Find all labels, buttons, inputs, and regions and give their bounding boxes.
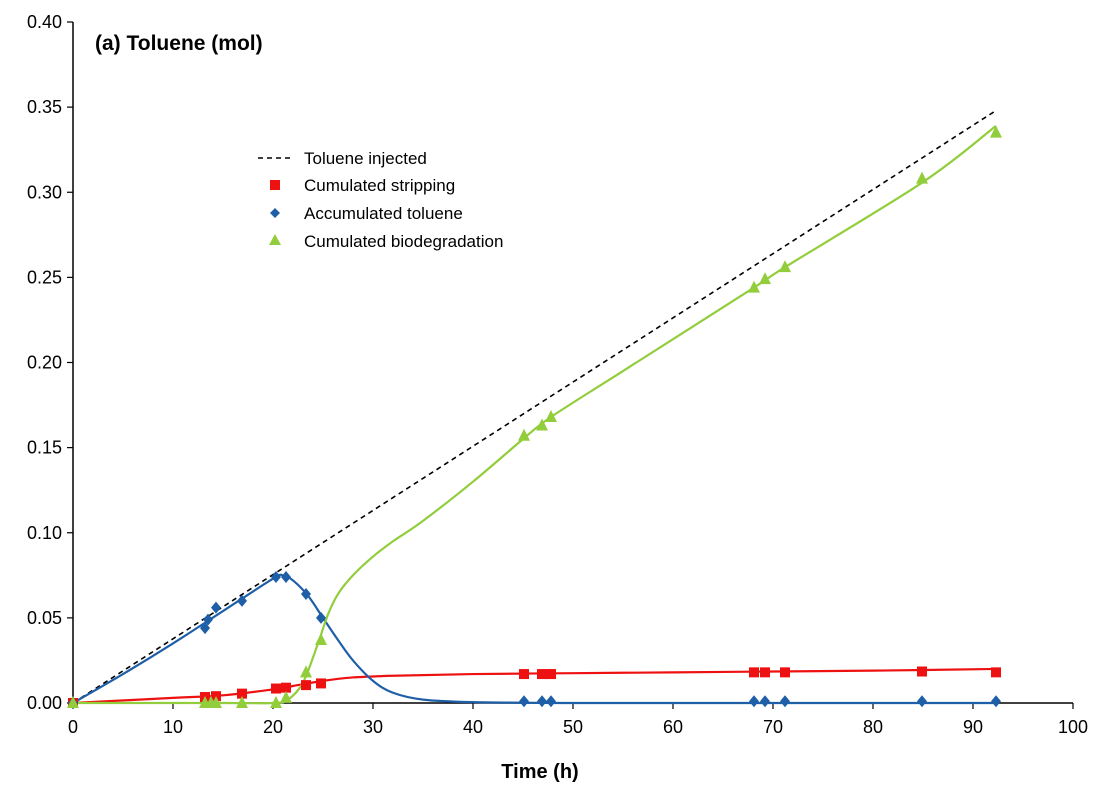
data-point-cumulated-biodegradation bbox=[545, 409, 557, 422]
fit-curve-accumulated-toluene bbox=[72, 573, 996, 705]
x-tick-label: 10 bbox=[163, 717, 183, 737]
x-tick-label: 0 bbox=[68, 717, 78, 737]
data-point-cumulated-biodegradation bbox=[236, 696, 248, 708]
y-tick-label: 0.40 bbox=[27, 12, 62, 32]
data-point-accumulated-toluene bbox=[203, 613, 213, 626]
x-axis-label: Time (h) bbox=[501, 761, 578, 783]
legend-label-cumulated-stripping: Cumulated stripping bbox=[304, 176, 455, 195]
data-point-cumulated-stripping bbox=[749, 667, 759, 678]
data-point-cumulated-stripping bbox=[281, 682, 291, 693]
legend: Toluene injected Cumulated stripping Acc… bbox=[258, 149, 503, 251]
data-point-cumulated-biodegradation bbox=[315, 633, 327, 646]
y-tick-label: 0.00 bbox=[27, 693, 62, 713]
marker-layer bbox=[67, 125, 1002, 709]
legend-swatch-cumulated-biodegradation bbox=[269, 234, 281, 245]
x-tick-label: 30 bbox=[363, 717, 383, 737]
data-point-cumulated-stripping bbox=[546, 669, 556, 680]
series-line-toluene-injected bbox=[72, 109, 997, 704]
data-point-accumulated-toluene bbox=[200, 622, 210, 635]
data-point-accumulated-toluene bbox=[749, 695, 759, 708]
y-tick-label: 0.05 bbox=[27, 608, 62, 628]
data-point-accumulated-toluene bbox=[211, 601, 221, 614]
data-point-accumulated-toluene bbox=[760, 695, 770, 708]
data-point-cumulated-biodegradation bbox=[300, 665, 312, 678]
data-point-cumulated-biodegradation bbox=[748, 280, 760, 293]
data-point-cumulated-stripping bbox=[519, 669, 529, 680]
curve-layer bbox=[72, 109, 997, 705]
x-tick-label: 90 bbox=[963, 717, 983, 737]
data-point-cumulated-stripping bbox=[271, 683, 281, 694]
data-point-cumulated-biodegradation bbox=[518, 428, 530, 441]
y-tick-label: 0.10 bbox=[27, 523, 62, 543]
y-tick-label: 0.20 bbox=[27, 353, 62, 373]
legend-label-accumulated-toluene: Accumulated toluene bbox=[304, 204, 463, 223]
data-point-cumulated-biodegradation bbox=[759, 272, 771, 285]
data-point-accumulated-toluene bbox=[780, 695, 790, 708]
legend-swatch-accumulated-toluene bbox=[270, 208, 280, 218]
data-point-cumulated-stripping bbox=[991, 667, 1001, 678]
y-tick-label: 0.15 bbox=[27, 438, 62, 458]
data-point-accumulated-toluene bbox=[237, 594, 247, 607]
data-point-accumulated-toluene bbox=[546, 695, 556, 708]
x-tick-label: 80 bbox=[863, 717, 883, 737]
x-tick-label: 40 bbox=[463, 717, 483, 737]
data-point-cumulated-biodegradation bbox=[990, 125, 1002, 138]
data-point-cumulated-stripping bbox=[537, 669, 547, 680]
data-point-accumulated-toluene bbox=[917, 695, 927, 708]
data-point-accumulated-toluene bbox=[271, 571, 281, 584]
data-point-cumulated-biodegradation bbox=[779, 260, 791, 273]
data-point-cumulated-stripping bbox=[917, 666, 927, 677]
data-point-cumulated-biodegradation bbox=[536, 418, 548, 431]
data-point-accumulated-toluene bbox=[519, 695, 529, 708]
y-tick-label: 0.30 bbox=[27, 182, 62, 202]
data-point-accumulated-toluene bbox=[301, 588, 311, 601]
x-tick-label: 50 bbox=[563, 717, 583, 737]
data-point-cumulated-stripping bbox=[780, 667, 790, 678]
data-point-cumulated-biodegradation bbox=[916, 171, 928, 184]
legend-swatch-cumulated-stripping bbox=[270, 180, 280, 190]
data-point-cumulated-stripping bbox=[237, 688, 247, 699]
data-point-accumulated-toluene bbox=[281, 571, 291, 584]
data-point-cumulated-biodegradation bbox=[210, 696, 222, 708]
x-tick-label: 70 bbox=[763, 717, 783, 737]
chart-title: (a) Toluene (mol) bbox=[95, 32, 263, 55]
data-point-cumulated-biodegradation bbox=[67, 696, 79, 708]
plot-layer: 0.00 0.05 0.10 0.15 0.20 0.25 0.30 0.35 0.40 0 10 2… bbox=[27, 12, 1088, 737]
data-point-accumulated-toluene bbox=[316, 611, 326, 624]
data-point-cumulated-biodegradation bbox=[280, 690, 292, 703]
legend-label-toluene-injected: Toluene injected bbox=[304, 149, 427, 168]
data-point-accumulated-toluene bbox=[537, 695, 547, 708]
data-point-cumulated-biodegradation bbox=[270, 696, 282, 708]
y-tick-label: 0.35 bbox=[27, 97, 62, 117]
data-point-cumulated-stripping bbox=[301, 680, 311, 691]
data-point-accumulated-toluene bbox=[991, 695, 1001, 708]
x-tick-label: 60 bbox=[663, 717, 683, 737]
x-tick-label: 20 bbox=[263, 717, 283, 737]
data-point-cumulated-stripping bbox=[760, 667, 770, 678]
data-point-cumulated-stripping bbox=[316, 678, 326, 689]
fit-curve-cumulated-biodegradation bbox=[73, 124, 997, 705]
x-tick-label: 100 bbox=[1058, 717, 1088, 737]
y-tick-label: 0.25 bbox=[27, 267, 62, 287]
legend-label-cumulated-biodegradation: Cumulated biodegradation bbox=[304, 232, 503, 251]
